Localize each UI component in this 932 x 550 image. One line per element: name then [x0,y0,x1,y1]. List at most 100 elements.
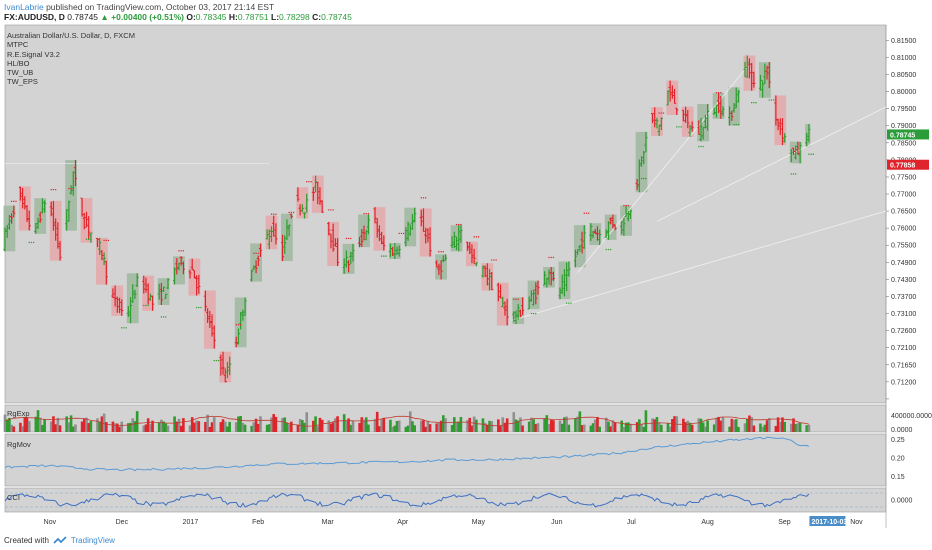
volume-bar [547,424,551,432]
author-link[interactable]: IvanLabrie [4,2,44,12]
volume-bar [468,417,472,432]
volume-bar [807,424,811,432]
signal-dot [517,298,519,300]
signal-dot [200,306,202,309]
volume-bar [173,416,176,432]
indicator-legend: Australian Dollar/U.S. Dollar, D, FXCM M… [7,31,135,87]
volume-bar [629,423,632,432]
volume-bar [792,418,795,432]
volume-bar [373,418,377,432]
regime-box [805,124,811,147]
signal-dot [332,209,334,211]
regmov-pane-label[interactable]: RgMov [7,440,31,449]
volume-bar [197,421,201,432]
volume-bar [717,416,720,432]
volume-bar [560,423,564,432]
volume-bar [422,420,425,432]
signal-dot [213,359,215,362]
volume-bar [734,419,738,432]
volume-bar [609,426,612,432]
legend-item[interactable]: MTPC [7,40,29,50]
publish-line: IvanLabrie published on TradingView.com,… [4,2,274,12]
signal-dot [147,304,149,307]
signal-dot [217,359,220,362]
volume-bar [620,420,623,432]
volume-bar [516,420,520,432]
time-tick-label: Mar [322,519,335,526]
volume-bar [175,421,179,432]
volume-bar [682,418,685,432]
signal-dot [422,197,425,199]
signal-dot [180,250,182,252]
regime-box [96,237,108,285]
signal-dot [700,145,702,148]
volume-bar [380,419,383,432]
legend-title[interactable]: Australian Dollar/U.S. Dollar, D, FXCM [7,31,135,40]
volume-bar [221,419,225,432]
legend-item[interactable]: HL/BO [7,58,30,68]
signal-dot [493,259,495,261]
signal-dot [753,102,755,104]
volume-bar [444,418,447,432]
volume-bar [607,421,610,432]
volume-bar [334,418,337,432]
signal-dot [165,316,167,318]
legend-item[interactable]: TW_UB [7,68,34,78]
signal-dot [733,123,735,126]
price-tick-label: 0.80000 [891,89,916,96]
signal-dot [455,223,458,226]
volume-bar [781,417,784,432]
volume-bar [41,424,44,432]
volume-bar [118,426,121,432]
volume-tick-label: 0.0000 [891,427,913,434]
time-axis[interactable] [5,514,886,528]
volume-average-line [4,415,810,427]
legend-item[interactable]: R.E.Signal V3.2 [7,49,60,59]
cci-pane-label[interactable]: CCI [7,493,20,502]
volume-bar [166,425,170,432]
signal-dot [442,251,444,253]
volume-bar [27,421,31,432]
volume-bar [349,424,353,432]
volume-bar [375,411,379,432]
volume-bar [219,422,223,432]
volume-pane-label[interactable]: RgExp [7,409,30,418]
volume-bar [690,424,694,432]
price-tick-label: 0.81000 [891,55,916,62]
volume-bar [437,423,441,432]
signal-dot [768,99,770,101]
time-tick-label: Jun [551,519,562,526]
volume-bar [12,426,16,432]
volume-bar [765,420,769,432]
trendline-lower [511,210,887,321]
regime-box [65,160,77,231]
volume-bar [256,423,260,432]
volume-bar [58,425,62,432]
volume-bar [239,416,242,432]
regmov-pane[interactable] [4,433,887,487]
tradingview-brand-link[interactable]: TradingView [70,535,115,545]
signal-dot [755,102,757,104]
volume-bar [237,416,240,432]
signal-dot [513,298,515,300]
volume-bar [105,422,108,432]
volume-bar [285,422,289,432]
legend-item[interactable]: TW_EPS [7,77,38,87]
volume-bar [565,416,568,432]
volume-bar [750,417,753,432]
signal-dot [90,238,92,240]
volume-bar [759,423,762,432]
volume-bar [796,423,800,432]
volume-bar [351,420,355,432]
signal-dot [32,241,35,244]
sar-price-tag-label: 0.77858 [890,163,915,170]
signal-dot [182,250,185,252]
volume-bar [129,422,132,432]
cci-pane[interactable] [4,487,887,513]
signal-dot [808,153,810,155]
signal-dot [28,241,30,244]
volume-bar [287,424,291,432]
signal-dot [385,255,387,257]
volume-bar [699,418,703,432]
